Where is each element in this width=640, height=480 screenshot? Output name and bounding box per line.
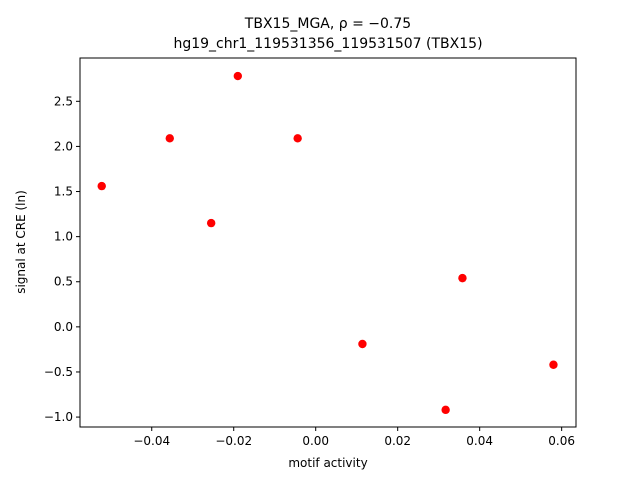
x-tick-label: 0.06 [548,434,575,448]
data-point-6 [358,339,367,349]
x-axis-ticks: −0.04 −0.02 0.00 0.02 0.04 0.06 [133,427,575,448]
y-tick-label: 2.0 [54,139,73,153]
y-axis-label: signal at CRE (ln) [14,190,28,294]
x-tick-label: −0.02 [215,434,252,448]
x-tick-label: 0.04 [466,434,493,448]
y-tick-label: 1.5 [54,185,73,199]
data-point-9 [549,360,558,369]
y-tick-label: −0.5 [44,365,73,379]
y-tick-label: 0.5 [54,275,73,289]
data-point-7 [441,405,450,415]
chart-title-line-2: hg19_chr1_119531356_119531507 (TBX15) [173,36,482,52]
data-point-2 [165,134,174,143]
y-tick-label: 2.5 [54,94,73,108]
x-tick-label: −0.04 [133,434,170,448]
y-tick-label: 0.0 [54,320,73,334]
y-axis-ticks: −1.0 −0.5 0.0 0.5 1.0 1.5 2.0 2.5 [44,94,80,424]
x-axis-label: motif activity [288,456,367,470]
data-point-8 [458,273,467,283]
data-point-5 [293,134,302,143]
x-tick-label: 0.00 [302,434,329,448]
points-layer [97,71,558,415]
data-point-1 [97,181,106,191]
plot-frame [79,57,577,428]
y-tick-label: 1.0 [54,230,73,244]
data-point-3 [206,218,216,228]
data-point-4 [233,71,243,81]
x-tick-label: 0.02 [384,434,411,448]
chart-title-line-1: TBX15_MGA, ρ = −0.75 [244,16,411,32]
y-tick-label: −1.0 [44,410,73,424]
